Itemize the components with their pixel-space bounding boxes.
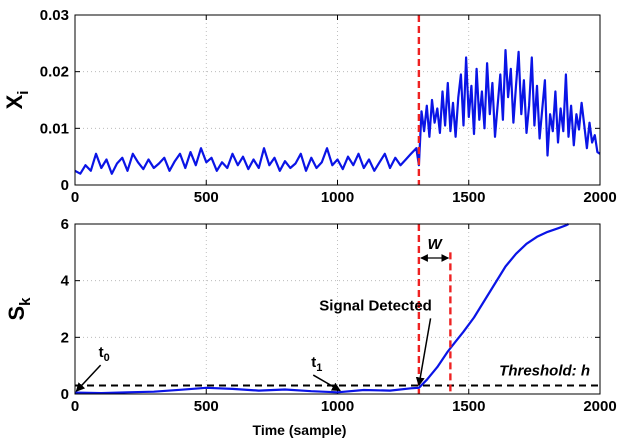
chart-bottom: 0 500 1000 1500 2000 0 2 4 6 Sk Time (sample) Thres… <box>4 216 617 438</box>
x-tick-label: 1500 <box>452 398 485 415</box>
annotation-arrow <box>312 374 341 392</box>
annotation-arrow <box>75 364 102 392</box>
x-tick-label: 1500 <box>452 189 485 206</box>
y-tick-label: 0.02 <box>40 64 69 81</box>
y-tick-label: 6 <box>61 216 69 233</box>
x-tick-label: 1000 <box>321 189 354 206</box>
y-tick-label: 2 <box>61 329 69 346</box>
series-line <box>74 48 601 175</box>
window-label: W <box>428 236 444 253</box>
x-tick-label: 0 <box>71 398 79 415</box>
series-line <box>74 223 570 395</box>
y-axis-title: Xi <box>2 91 32 110</box>
y-tick-label: 0.03 <box>40 7 69 24</box>
x-tick-label: 500 <box>194 189 219 206</box>
y-tick-label: 0 <box>61 177 69 194</box>
x-axis-title: Time (sample) <box>253 422 347 438</box>
threshold-label: Threshold: h <box>499 363 590 380</box>
annotation-label: t1 <box>311 354 322 374</box>
y-tick-label: 0 <box>61 386 69 403</box>
y-axis-title: Sk <box>4 297 34 321</box>
annotation-arrow <box>415 318 432 387</box>
annotation-label: Signal Detected <box>319 297 432 314</box>
y-tick-label: 0.01 <box>40 120 69 137</box>
annotation-label: t0 <box>99 344 110 364</box>
x-tick-label: 0 <box>71 189 79 206</box>
plot-frame <box>74 14 601 186</box>
x-tick-label: 500 <box>194 398 219 415</box>
chart-top: 0 500 1000 1500 2000 0 0.01 0.02 0.03 Xi <box>2 7 617 206</box>
plot-frame <box>74 223 601 395</box>
x-tick-label: 2000 <box>583 398 616 415</box>
x-tick-label: 2000 <box>583 189 616 206</box>
y-tick-label: 4 <box>61 273 70 290</box>
x-tick-label: 1000 <box>321 398 354 415</box>
